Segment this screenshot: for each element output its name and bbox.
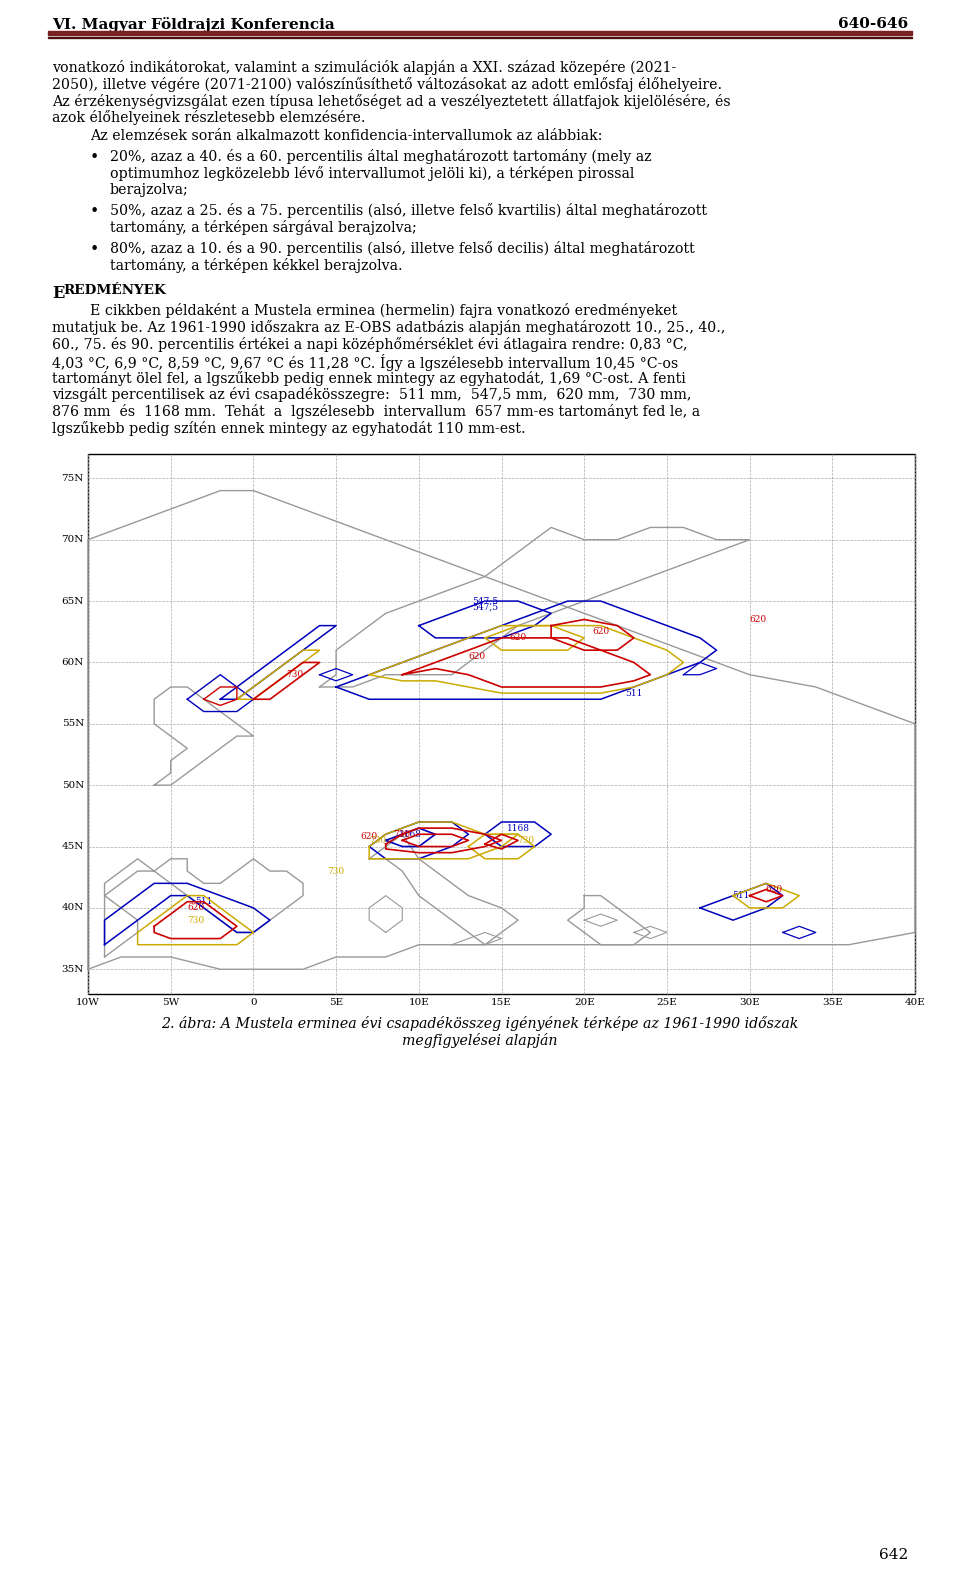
Text: 20%, azaz a 40. és a 60. percentilis által meghatározott tartomány (mely az: 20%, azaz a 40. és a 60. percentilis ált… (110, 149, 652, 165)
Text: 4,03 °C, 6,9 °C, 8,59 °C, 9,67 °C és 11,28 °C. Így a lgszélesebb intervallum 10,: 4,03 °C, 6,9 °C, 8,59 °C, 9,67 °C és 11,… (52, 353, 679, 371)
Text: 642: 642 (878, 1548, 908, 1562)
Text: •: • (90, 241, 99, 258)
Bar (88, 453, 915, 993)
Text: azok élőhelyeinek részletesebb elemzésére.: azok élőhelyeinek részletesebb elemzésér… (52, 111, 366, 125)
Text: 620: 620 (510, 634, 527, 643)
Text: 547,5: 547,5 (472, 602, 498, 611)
Text: 620: 620 (361, 832, 377, 841)
Text: REDMÉNYEK: REDMÉNYEK (63, 284, 166, 298)
Text: 730: 730 (286, 670, 303, 680)
Text: 50N: 50N (61, 781, 84, 790)
Text: mutatjuk be. Az 1961-1990 időszakra az E-OBS adatbázis alapján meghatározott 10.: mutatjuk be. Az 1961-1990 időszakra az E… (52, 320, 726, 336)
Text: 547,5: 547,5 (472, 597, 498, 605)
Text: berajzolva;: berajzolva; (110, 182, 189, 196)
Text: 60., 75. és 90. percentilis értékei a napi középhőmérséklet évi átlagaira rendre: 60., 75. és 90. percentilis értékei a na… (52, 337, 687, 352)
Text: 20E: 20E (574, 998, 594, 1007)
Text: 511: 511 (625, 689, 642, 697)
Text: 2050), illetve végére (2071-2100) valószínűsíthető változásokat az adott emlősfa: 2050), illetve végére (2071-2100) valósz… (52, 76, 722, 92)
Text: 1168: 1168 (399, 830, 422, 840)
Text: 5W: 5W (162, 998, 180, 1007)
Text: 640-646: 640-646 (838, 17, 908, 32)
Text: 10E: 10E (408, 998, 429, 1007)
Text: 876 mm  és  1168 mm.  Tehát  a  lgszélesebb  intervallum  657 mm-es tartományt f: 876 mm és 1168 mm. Tehát a lgszélesebb i… (52, 404, 700, 420)
Text: 5E: 5E (329, 998, 343, 1007)
Text: Az érzékenységvizsgálat ezen típusa lehetőséget ad a veszélyeztetett állatfajok : Az érzékenységvizsgálat ezen típusa lehe… (52, 93, 731, 109)
Text: E: E (52, 285, 64, 301)
Text: 1168: 1168 (507, 824, 530, 833)
Text: 730: 730 (187, 916, 204, 925)
Text: 620: 620 (187, 903, 204, 912)
Text: 80%, azaz a 10. és a 90. percentilis (alsó, illetve felső decilis) által meghatá: 80%, azaz a 10. és a 90. percentilis (al… (110, 241, 695, 257)
Text: 730: 730 (369, 836, 386, 844)
Text: lgszűkebb pedig szítén ennek mintegy az egyhatodát 110 mm-est.: lgszűkebb pedig szítén ennek mintegy az … (52, 421, 526, 436)
Text: megfigyelései alapján: megfigyelései alapján (402, 1033, 558, 1047)
Text: 2. ábra: A Mustela erminea évi csapadékösszeg igényének térképe az 1961-1990 idő: 2. ábra: A Mustela erminea évi csapadékö… (161, 1015, 799, 1031)
Text: VI. Magyar Földrajzi Konferencia: VI. Magyar Földrajzi Konferencia (52, 17, 335, 32)
Bar (48, 30, 912, 35)
Text: tartomány, a térképen sárgával berajzolva;: tartomány, a térképen sárgával berajzolv… (110, 220, 417, 234)
Text: optimumhoz legközelebb lévő intervallumot jelöli ki), a térképen pirossal: optimumhoz legközelebb lévő intervallumo… (110, 166, 635, 181)
Text: 40E: 40E (904, 998, 925, 1007)
Text: 0: 0 (251, 998, 256, 1007)
Text: 511: 511 (195, 897, 212, 906)
Polygon shape (88, 453, 915, 993)
Text: •: • (90, 149, 99, 166)
Text: 35N: 35N (61, 965, 84, 974)
Text: 15E: 15E (492, 998, 512, 1007)
Text: 40N: 40N (61, 903, 84, 912)
Text: 730: 730 (327, 866, 345, 876)
Text: 70N: 70N (61, 535, 84, 545)
Text: 620: 620 (592, 627, 610, 637)
Text: Az elemzések során alkalmazott konfidencia-intervallumok az alábbiak:: Az elemzések során alkalmazott konfidenc… (90, 130, 603, 143)
Text: 55N: 55N (61, 719, 84, 729)
Text: 730: 730 (517, 836, 535, 844)
Text: E cikkben példaként a Mustela erminea (hermelin) fajra vonatkozó eredményeket: E cikkben példaként a Mustela erminea (h… (90, 304, 677, 318)
Text: 60N: 60N (61, 657, 84, 667)
Text: 10W: 10W (76, 998, 100, 1007)
Text: 45N: 45N (61, 843, 84, 851)
Text: 75N: 75N (61, 474, 84, 483)
Text: 620: 620 (766, 885, 783, 893)
Text: 65N: 65N (61, 597, 84, 605)
Text: vonatkozó indikátorokat, valamint a szimulációk alapján a XXI. század közepére (: vonatkozó indikátorokat, valamint a szim… (52, 60, 676, 74)
Text: tartomány, a térképen kékkel berajzolva.: tartomány, a térképen kékkel berajzolva. (110, 258, 402, 272)
Text: vizsgált percentilisek az évi csapadékösszegre:  511 mm,  547,5 mm,  620 mm,  73: vizsgált percentilisek az évi csapadékös… (52, 388, 691, 402)
Text: 620: 620 (468, 651, 485, 661)
Text: 25E: 25E (657, 998, 677, 1007)
Text: 50%, azaz a 25. és a 75. percentilis (alsó, illetve felső kvartilis) által megha: 50%, azaz a 25. és a 75. percentilis (al… (110, 203, 707, 219)
Text: 30E: 30E (739, 998, 760, 1007)
Text: tartományt ölel fel, a lgszűkebb pedig ennek mintegy az egyhatodát, 1,69 °C-ost.: tartományt ölel fel, a lgszűkebb pedig e… (52, 371, 685, 385)
Text: 511: 511 (732, 892, 750, 900)
Text: 35E: 35E (822, 998, 843, 1007)
Text: •: • (90, 203, 99, 220)
Text: 730: 730 (394, 830, 411, 840)
Text: 620: 620 (750, 615, 766, 624)
